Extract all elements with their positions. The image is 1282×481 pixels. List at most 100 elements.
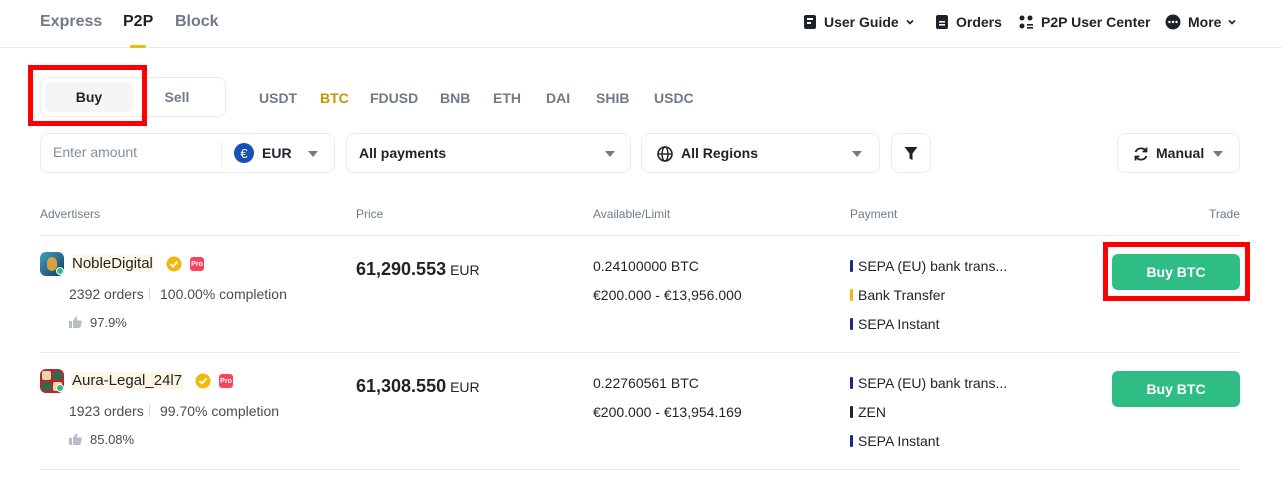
positive-rating: 85.08% — [90, 432, 135, 447]
thumbs-up-icon — [69, 433, 82, 445]
price-value: 61,290.553 — [356, 259, 447, 279]
stat-divider — [149, 405, 150, 417]
pro-merchant-icon: Pro — [190, 257, 204, 271]
asset-tab-bnb[interactable]: BNB — [440, 90, 471, 106]
price: 61,308.550 EUR — [356, 376, 480, 397]
asset-tab-usdc[interactable]: USDC — [654, 90, 694, 106]
payment-method-label: SEPA Instant — [858, 433, 940, 449]
positive-rating: 97.9% — [90, 315, 127, 330]
buy-sell-toggle: Buy Sell — [40, 77, 226, 117]
caret-down-icon — [308, 151, 318, 157]
payment-method: ZEN — [850, 404, 886, 420]
stat-divider — [149, 288, 150, 300]
asset-tab-shib[interactable]: SHIB — [596, 90, 630, 106]
asset-tab-btc[interactable]: BTC — [320, 90, 349, 106]
sell-tab[interactable]: Sell — [164, 89, 190, 105]
orders-label: Orders — [956, 14, 1002, 30]
payment-color-bar — [850, 289, 853, 301]
pro-merchant-icon: Pro — [219, 374, 233, 388]
payments-select-label: All payments — [359, 145, 447, 161]
more-label: More — [1188, 14, 1222, 30]
top-navigation: Express P2P Block User Guide Orders P2P … — [0, 0, 1282, 48]
asset-tab-usdt[interactable]: USDT — [259, 90, 298, 106]
payment-method-label: SEPA Instant — [858, 316, 940, 332]
user-guide-label: User Guide — [824, 14, 899, 30]
tab-p2p[interactable]: P2P — [123, 13, 154, 48]
column-header-price: Price — [356, 207, 384, 221]
order-limit: €200.000 - €13,956.000 — [593, 287, 742, 303]
asset-tab-eth[interactable]: ETH — [493, 90, 521, 106]
online-indicator — [56, 384, 64, 392]
order-count: 1923 orders — [69, 403, 144, 419]
highlight-box-trade — [1103, 242, 1250, 301]
payment-method-label: Bank Transfer — [858, 287, 946, 303]
payments-select[interactable]: All payments — [346, 133, 631, 173]
amount-filter: € EUR — [40, 133, 335, 173]
highlight-box-buy — [28, 65, 147, 126]
buy-btc-button[interactable]: Buy BTC — [1112, 254, 1240, 290]
online-indicator — [56, 267, 64, 275]
refresh-mode-label: Manual — [1156, 145, 1205, 161]
amount-input[interactable] — [53, 144, 213, 160]
advertiser-name[interactable]: Aura-Legal_24l7 — [71, 372, 184, 389]
payment-color-bar — [850, 435, 853, 447]
caret-down-icon — [1213, 151, 1223, 157]
filter-button[interactable] — [891, 133, 931, 173]
advertiser-name[interactable]: NobleDigital — [71, 255, 154, 272]
asset-tab-fdusd[interactable]: FDUSD — [370, 90, 419, 106]
refresh-mode-select[interactable]: Manual — [1117, 133, 1240, 173]
regions-select-label: All Regions — [681, 145, 759, 161]
available-amount: 0.24100000 BTC — [593, 258, 699, 274]
currency-select[interactable]: EUR — [262, 145, 292, 161]
order-limit: €200.000 - €13,954.169 — [593, 404, 742, 420]
user-guide-link[interactable]: User Guide — [803, 14, 915, 30]
caret-down-icon — [605, 151, 615, 157]
more-dots-icon — [1165, 14, 1181, 30]
header-divider — [40, 235, 1240, 236]
buy-tab[interactable]: Buy — [45, 82, 133, 112]
completion-rate: 99.70% completion — [160, 403, 280, 419]
order-count: 2392 orders — [69, 286, 144, 302]
price-value: 61,308.550 — [356, 376, 447, 396]
p2p-user-center-link[interactable]: P2P User Center — [1018, 14, 1150, 30]
row-divider — [40, 352, 1240, 353]
chevron-down-icon — [906, 19, 914, 25]
price: 61,290.553 EUR — [356, 259, 480, 280]
chevron-down-icon — [1228, 19, 1237, 25]
column-header-available: Available/Limit — [593, 207, 671, 221]
price-currency: EUR — [450, 379, 480, 395]
payment-method: Bank Transfer — [850, 287, 945, 303]
verified-badge-icon — [195, 373, 211, 389]
field-divider — [221, 142, 222, 166]
caret-down-icon — [852, 151, 862, 157]
book-icon — [804, 15, 816, 29]
regions-select[interactable]: All Regions — [641, 133, 880, 173]
column-header-trade: Trade — [1209, 207, 1240, 221]
payment-color-bar — [850, 260, 853, 272]
payment-method-label: ZEN — [858, 404, 886, 420]
tab-block[interactable]: Block — [175, 13, 219, 30]
verified-badge-icon — [166, 256, 182, 272]
column-header-payment: Payment — [850, 207, 898, 221]
column-header-advertisers: Advertisers — [40, 207, 101, 221]
payment-method: SEPA (EU) bank trans... — [850, 375, 1007, 391]
tab-express[interactable]: Express — [40, 13, 103, 30]
payment-method-label: SEPA (EU) bank trans... — [858, 258, 1008, 274]
asset-tab-dai[interactable]: DAI — [546, 90, 571, 106]
orders-link[interactable]: Orders — [935, 14, 1002, 30]
user-center-label: P2P User Center — [1041, 14, 1151, 30]
payment-method-label: SEPA (EU) bank trans... — [858, 375, 1008, 391]
completion-rate: 100.00% completion — [160, 286, 287, 302]
user-center-icon — [1019, 15, 1033, 29]
payment-color-bar — [850, 406, 853, 418]
buy-btc-button[interactable]: Buy BTC — [1112, 371, 1240, 407]
payment-method: SEPA Instant — [850, 316, 939, 332]
refresh-icon — [1134, 147, 1148, 161]
payment-color-bar — [850, 377, 853, 389]
price-currency: EUR — [450, 262, 480, 278]
more-menu[interactable]: More — [1165, 14, 1237, 30]
available-amount: 0.22760561 BTC — [593, 375, 699, 391]
row-divider — [40, 469, 1240, 470]
payment-method: SEPA (EU) bank trans... — [850, 258, 1007, 274]
payment-color-bar — [850, 318, 853, 330]
